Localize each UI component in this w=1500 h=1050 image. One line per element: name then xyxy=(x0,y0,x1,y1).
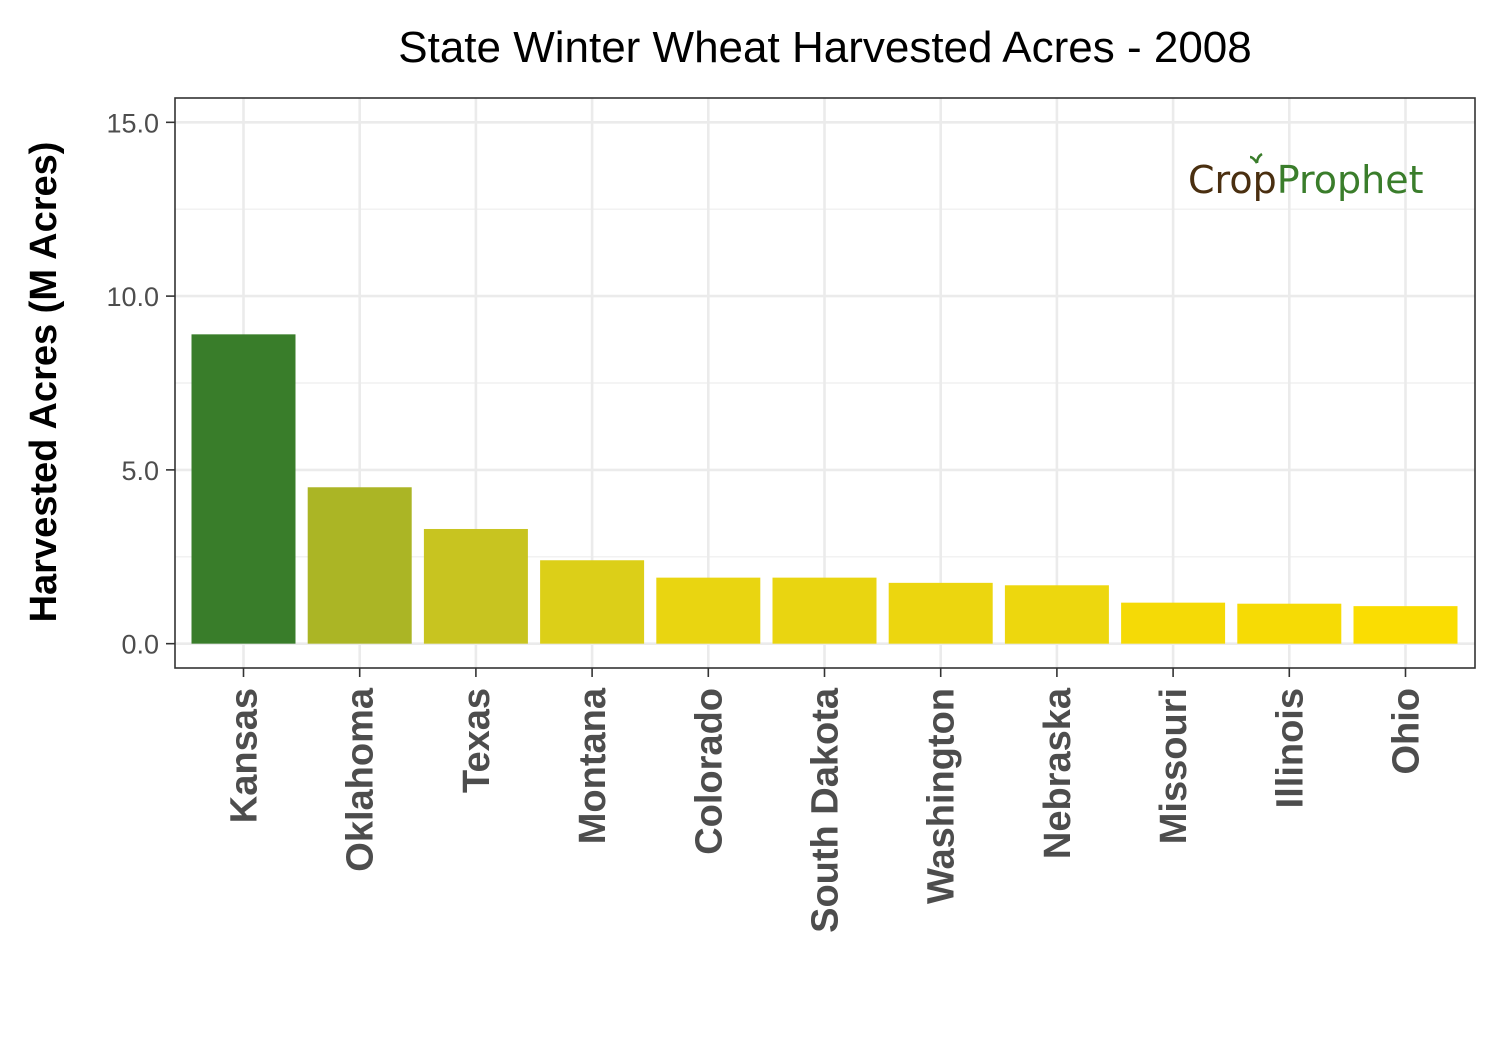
x-axis-ticks: Kansas Oklahoma Texas Montana Colorado South … xyxy=(224,668,1428,933)
bar-montana xyxy=(540,560,645,644)
x-tick-label: Ohio xyxy=(1386,688,1428,775)
x-tick-label: Texas xyxy=(456,688,498,793)
logo-text-prophet: Prophet xyxy=(1277,158,1424,202)
x-tick-label: Missouri xyxy=(1153,688,1195,844)
y-tick-label: 15.0 xyxy=(106,108,159,138)
bar-south-dakota xyxy=(772,577,877,644)
y-axis-label: Harvested Acres (M Acres) xyxy=(23,142,65,623)
bar-colorado xyxy=(656,577,761,644)
y-tick-label: 10.0 xyxy=(106,282,159,312)
chart-title: State Winter Wheat Harvested Acres - 200… xyxy=(398,23,1252,72)
bar-oklahoma xyxy=(307,487,412,644)
x-tick-label: Nebraska xyxy=(1037,687,1079,859)
bar-kansas xyxy=(191,334,296,644)
x-tick-label: Illinois xyxy=(1269,688,1311,808)
bars xyxy=(191,334,1458,644)
bar-illinois xyxy=(1237,603,1342,644)
logo-text-crop-start: Cr xyxy=(1188,158,1231,202)
bar-missouri xyxy=(1121,602,1226,644)
logo-text-crop-o: o xyxy=(1229,158,1252,202)
x-tick-label: South Dakota xyxy=(805,687,847,933)
x-tick-label: Washington xyxy=(921,688,963,904)
bar-ohio xyxy=(1353,606,1458,644)
x-tick-label: Montana xyxy=(572,687,614,844)
y-tick-label: 5.0 xyxy=(121,456,159,486)
x-tick-label: Kansas xyxy=(224,688,266,823)
svg-text:CropProphet: CropProphet xyxy=(1188,158,1423,202)
logo-text-crop-end: p xyxy=(1253,158,1277,202)
x-tick-label: Colorado xyxy=(688,688,730,855)
bar-washington xyxy=(888,582,993,644)
cropprophet-logo: CropProphet xyxy=(1188,152,1423,202)
x-tick-label: Oklahoma xyxy=(340,687,382,872)
bar-texas xyxy=(423,528,528,644)
sprout-icon xyxy=(1249,152,1263,164)
y-axis-ticks: 0.0 5.0 10.0 15.0 xyxy=(106,108,175,660)
y-tick-label: 0.0 xyxy=(121,630,159,660)
bar-nebraska xyxy=(1004,585,1109,644)
